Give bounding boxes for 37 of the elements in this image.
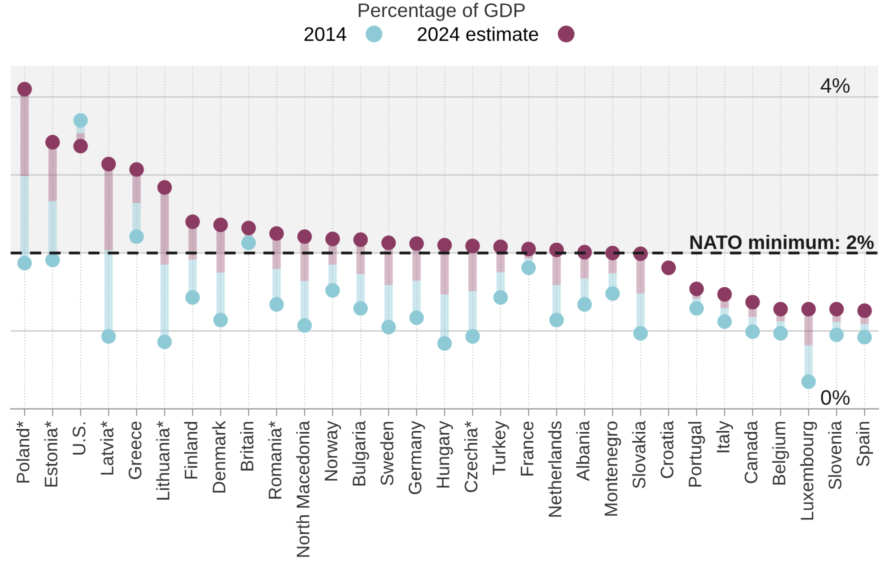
x-tick-label: Poland* <box>16 421 30 483</box>
y-tick-label: 4% <box>820 78 850 93</box>
x-tick-label: Hungary <box>436 420 454 488</box>
x-tick-label: Slovenia <box>828 420 842 490</box>
x-tick-label: Britain <box>240 422 254 470</box>
x-tick-label: Bulgaria <box>352 420 370 486</box>
x-tick-label: Czechia* <box>464 421 478 492</box>
x-tick-label: Turkey <box>492 420 510 475</box>
x-tick-label: Netherlands <box>548 421 562 517</box>
chart-title: Percentage of GDP <box>358 2 525 21</box>
x-tick-label: Greece <box>128 422 142 480</box>
x-tick-label: Croatia <box>660 420 674 478</box>
x-tick-label: Slovakia <box>632 420 646 488</box>
x-tick-label: Portugal <box>688 422 706 487</box>
y-tick-label: 0% <box>821 390 850 405</box>
x-tick-label: Lithuania* <box>156 421 170 500</box>
x-tick-label: Romania* <box>268 421 282 499</box>
x-tick-label: Germany <box>408 420 426 494</box>
x-tick-label: Albania <box>576 420 590 481</box>
x-tick-label: Canada <box>744 420 758 484</box>
legend-label: 2014 <box>304 27 346 42</box>
x-tick-label: Spain <box>856 422 873 466</box>
x-tick-label: Finland <box>184 422 198 479</box>
x-tick-label: Montenegro <box>604 422 622 516</box>
x-tick-label: Denmark <box>212 420 226 493</box>
x-tick-label: Sweden <box>380 422 394 486</box>
x-tick-label: North Macedonia <box>296 420 310 557</box>
x-tick-label: France <box>520 422 534 476</box>
x-tick-label: U.S. <box>72 422 86 455</box>
x-tick-label: Luxembourg <box>800 422 817 520</box>
ref-line-label: NATO minimum: 2% <box>690 234 874 250</box>
legend-label: 2024 estimate <box>418 26 538 42</box>
x-tick-label: Estonia* <box>44 421 58 487</box>
x-tick-label: Norway <box>324 420 342 481</box>
x-tick-label: Belgium <box>772 422 789 485</box>
x-tick-label: Latvia* <box>100 421 114 475</box>
x-tick-label: Italy <box>716 420 734 452</box>
